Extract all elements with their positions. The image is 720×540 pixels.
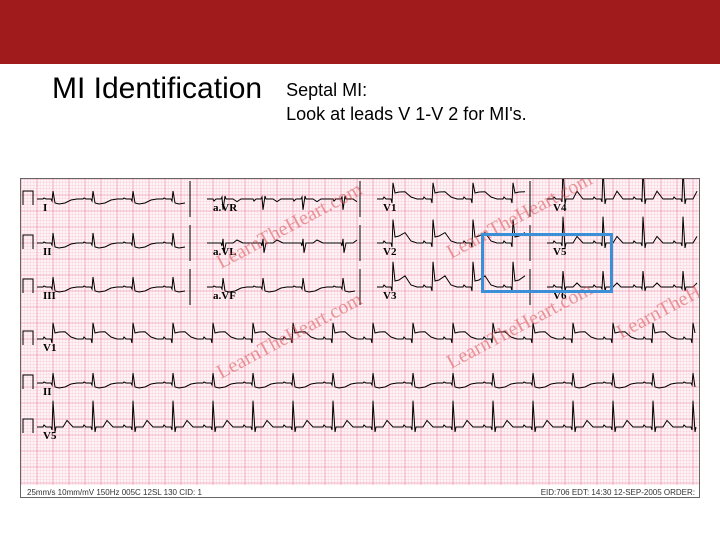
title-row: MI Identification Septal MI: Look at lea… [0, 64, 720, 127]
svg-text:25mm/s 10mm/mV 150Hz 005: 25mm/s 10mm/mV 150Hz 005C 12SL 130 CID: … [27, 488, 202, 497]
svg-text:II: II [43, 386, 52, 398]
subtitle-line2: Look at leads V 1-V 2 for MI's. [286, 102, 527, 126]
svg-text:V3: V3 [383, 290, 397, 302]
svg-text:a.VF: a.VF [213, 290, 236, 302]
ecg-strip: IIIIIIa.VRa.VLa.VFV1V2V3V4V5V6V1IIV5Lear… [20, 178, 700, 498]
svg-text:II: II [43, 246, 52, 258]
subtitle-block: Septal MI: Look at leads V 1-V 2 for MI'… [286, 72, 527, 127]
slide-title: MI Identification [52, 72, 262, 106]
header-bar [0, 0, 720, 64]
svg-text:V5: V5 [43, 430, 57, 442]
svg-text:a.VR: a.VR [213, 202, 238, 214]
svg-text:V1: V1 [43, 342, 56, 354]
svg-text:V2: V2 [383, 246, 397, 258]
ecg-svg: IIIIIIa.VRa.VLa.VFV1V2V3V4V5V6V1IIV5Lear… [21, 179, 700, 498]
svg-text:I: I [43, 202, 47, 214]
svg-text:EID:706 EDT: 14:30 12-SEP-2005: EID:706 EDT: 14:30 12-SEP-2005 ORDER: [541, 488, 695, 497]
svg-text:III: III [43, 290, 56, 302]
svg-text:V5: V5 [553, 246, 567, 258]
svg-text:V1: V1 [383, 202, 396, 214]
subtitle-line1: Septal MI: [286, 78, 527, 102]
